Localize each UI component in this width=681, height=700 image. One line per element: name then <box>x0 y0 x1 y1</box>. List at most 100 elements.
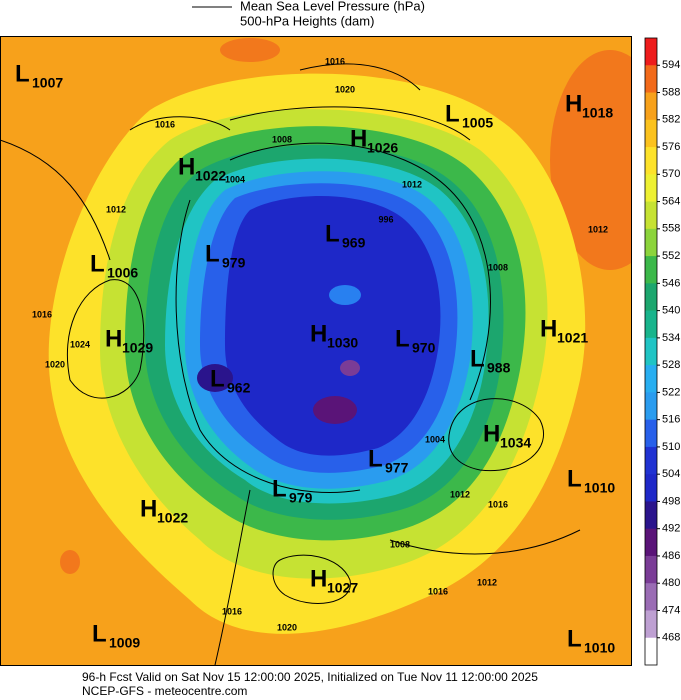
center-value: 977 <box>385 460 409 476</box>
color-band <box>645 419 657 448</box>
isobar-label: 1004 <box>225 174 245 184</box>
center-letter: H <box>483 420 500 447</box>
colorbar-label: 498 <box>662 495 680 507</box>
colorbar-label: 546 <box>662 277 680 289</box>
center-letter: L <box>92 620 107 647</box>
center-letter: H <box>140 495 157 522</box>
isobar-label: 1012 <box>477 577 497 587</box>
center-value: 1009 <box>109 635 140 651</box>
color-band <box>645 283 657 312</box>
colorbar-label: 516 <box>662 414 680 426</box>
isobar-label: 1012 <box>106 204 126 214</box>
color-band <box>645 147 657 175</box>
footer-valid: 96-h Fcst Valid on Sat Nov 15 12:00:00 2… <box>82 670 538 684</box>
isobar-label: 1016 <box>428 586 448 596</box>
map-field <box>0 36 632 666</box>
center-value: 1029 <box>122 340 153 356</box>
colorbar-label: 522 <box>662 386 680 398</box>
colorbar-label: 534 <box>662 332 680 344</box>
colorbar-label: 474 <box>662 604 680 616</box>
center-letter: H <box>350 125 367 152</box>
colorbar-label: 552 <box>662 250 680 262</box>
color-band <box>645 201 657 230</box>
center-letter: H <box>105 325 122 352</box>
center-value: 969 <box>342 235 366 251</box>
isobar-label: 1020 <box>335 84 355 94</box>
center-letter: L <box>368 445 383 472</box>
colorbar-label: 570 <box>662 168 680 180</box>
footer-source: NCEP-GFS - meteocentre.com <box>82 684 247 698</box>
center-value: 1030 <box>327 335 358 351</box>
color-band <box>645 528 657 557</box>
isobar-label: 1012 <box>588 224 608 234</box>
center-value: 979 <box>289 490 313 506</box>
center-letter: L <box>205 240 220 267</box>
color-band <box>645 446 657 475</box>
color-band <box>645 610 657 639</box>
legend-heights: 500-hPa Heights (dam) <box>240 13 374 28</box>
isobar-label: 1008 <box>272 134 292 144</box>
colorbar-label: 564 <box>662 195 680 207</box>
legend-mslp: Mean Sea Level Pressure (hPa) <box>240 0 425 13</box>
center-value: 970 <box>412 340 436 356</box>
center-value: 1027 <box>327 580 358 596</box>
center-letter: L <box>325 220 340 247</box>
isobar-label: 1016 <box>155 119 175 129</box>
center-value: 1022 <box>195 168 226 184</box>
isobar-label: 1016 <box>325 56 345 66</box>
color-band <box>645 174 657 203</box>
color-band <box>645 92 657 121</box>
colorbar-label: 486 <box>662 550 680 562</box>
center-value: 988 <box>487 360 511 376</box>
center-value: 962 <box>227 380 251 396</box>
center-letter: L <box>272 475 287 502</box>
center-value: 1007 <box>32 75 63 91</box>
center-letter: H <box>565 90 582 117</box>
center-value: 1006 <box>107 265 138 281</box>
color-band <box>645 310 657 339</box>
color-band <box>645 256 657 284</box>
colorbar-label: 480 <box>662 577 680 589</box>
color-band <box>645 583 657 611</box>
colorbar-label: 510 <box>662 441 680 453</box>
isobar-label: 1012 <box>402 179 422 189</box>
isobar-label: 1012 <box>450 489 470 499</box>
center-letter: H <box>310 320 327 347</box>
center-letter: L <box>210 365 225 392</box>
center-letter: H <box>178 153 195 180</box>
map-frame <box>0 36 632 666</box>
isobar-label: 1020 <box>277 622 297 632</box>
isobar-label: 1016 <box>32 309 52 319</box>
center-letter: L <box>470 345 485 372</box>
isobar-label: 1008 <box>488 262 508 272</box>
isobar-label: 1016 <box>222 606 242 616</box>
isobar-label: 1024 <box>70 339 90 349</box>
colorbar-label: 594 <box>662 59 680 71</box>
center-value: 1034 <box>500 435 531 451</box>
color-band <box>645 555 657 584</box>
isobar-label: 996 <box>378 214 393 224</box>
color-band <box>645 337 657 366</box>
colorbar-frame <box>644 37 658 666</box>
center-value: 1005 <box>462 115 493 131</box>
center-letter: L <box>395 325 410 352</box>
center-letter: L <box>90 250 105 277</box>
center-letter: L <box>567 625 582 652</box>
color-band <box>645 65 657 94</box>
colorbar-label: 582 <box>662 114 680 126</box>
isobar-label: 1008 <box>390 539 410 549</box>
colorbar-label: 528 <box>662 359 680 371</box>
isobar-label: 1020 <box>45 359 65 369</box>
center-value: 1021 <box>557 330 588 346</box>
center-value: 1018 <box>582 105 613 121</box>
colorbar-label: 468 <box>662 632 680 644</box>
color-band <box>645 637 657 666</box>
colorbar-label: 492 <box>662 523 680 535</box>
center-letter: L <box>567 465 582 492</box>
center-letter: H <box>310 565 327 592</box>
center-letter: L <box>445 100 460 127</box>
colorbar-label: 540 <box>662 305 680 317</box>
color-band <box>645 38 657 66</box>
colorbar-label: 504 <box>662 468 680 480</box>
center-letter: L <box>15 60 30 87</box>
